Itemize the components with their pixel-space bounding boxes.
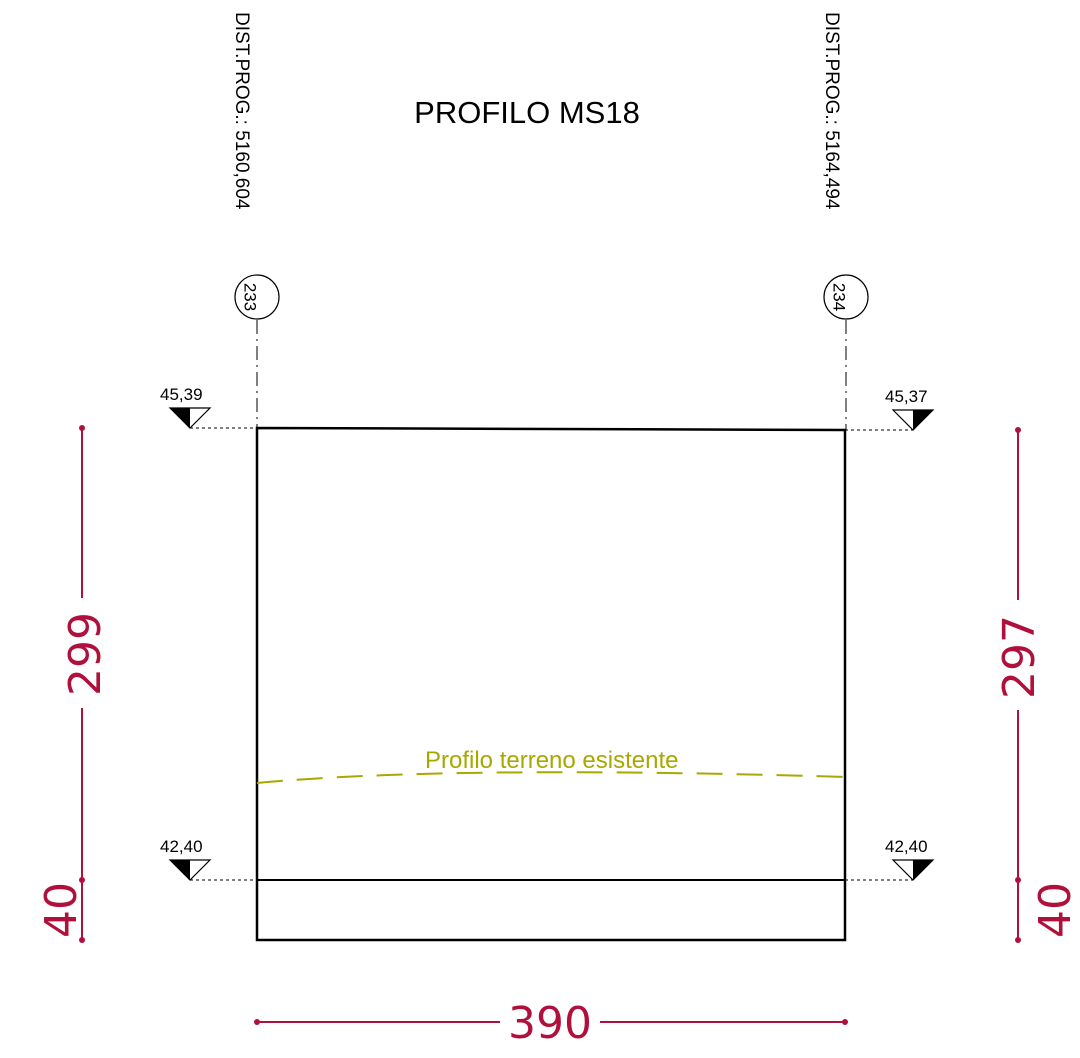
level-triangle-fill-icon (170, 408, 190, 428)
dimension-tick (79, 425, 85, 431)
terrain-profile-line (256, 771, 846, 784)
profile-outline (255, 426, 847, 942)
elevation-top-left-value: 45,39 (160, 385, 203, 404)
station-right-number: 234 (830, 283, 849, 311)
dimension-tick (79, 877, 85, 883)
dimension-right: 297 40 (994, 427, 1080, 943)
station-left-number: 233 (241, 283, 260, 311)
elevation-marker-top-left: 45,39 (160, 385, 257, 429)
dimension-bottom: 390 (254, 998, 848, 1049)
level-triangle-fill-icon (913, 410, 933, 430)
dimension-tick (254, 1019, 260, 1025)
dimension-tick (1015, 427, 1021, 433)
dimension-tick (842, 1019, 848, 1025)
dimension-right-base: 40 (1030, 882, 1080, 938)
station-right-label: DIST.PROG.: 5164,494 (821, 12, 842, 210)
dimension-right-height: 297 (994, 615, 1045, 699)
level-triangle-fill-icon (913, 860, 933, 880)
elevation-marker-bottom-left: 42,40 (160, 837, 257, 881)
elevation-marker-bottom-right: 42,40 (845, 837, 935, 881)
dimension-tick (1015, 937, 1021, 943)
dimension-left-base: 40 (36, 882, 87, 938)
dimension-tick (1015, 877, 1021, 883)
elevation-bottom-left-value: 42,40 (160, 837, 203, 856)
station-left-circle (234, 274, 280, 320)
station-right-circle (823, 274, 869, 320)
dimension-bottom-width: 390 (508, 998, 592, 1049)
dimension-left: 299 40 (36, 425, 111, 943)
dimension-left-height: 299 (60, 612, 111, 696)
drawing-title: PROFILO MS18 (414, 95, 640, 130)
dimension-tick (79, 937, 85, 943)
terrain-label: Profilo terreno esistente (425, 747, 678, 774)
level-triangle-fill-icon (170, 860, 190, 880)
elevation-top-right-value: 45,37 (885, 387, 928, 406)
station-left-label: DIST.PROG.: 5160,604 (231, 12, 252, 210)
elevation-bottom-right-value: 42,40 (885, 837, 928, 856)
elevation-marker-top-right: 45,37 (845, 387, 935, 431)
